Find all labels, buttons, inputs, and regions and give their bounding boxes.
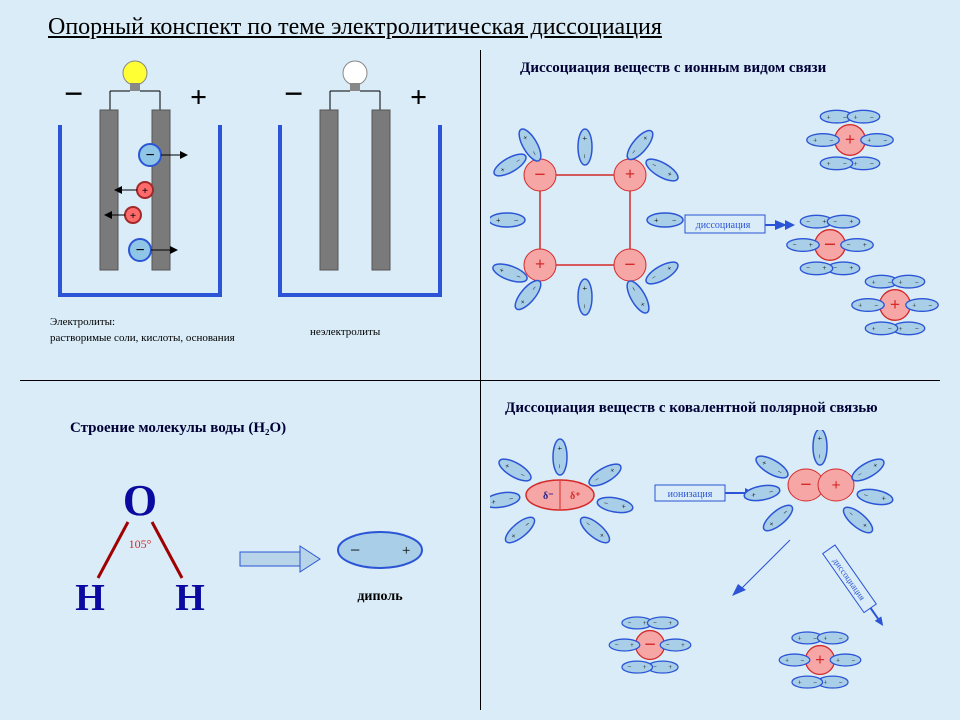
svg-text:+: + xyxy=(142,185,148,197)
svg-text:−: − xyxy=(64,76,83,113)
svg-text:ионизация: ионизация xyxy=(668,489,713,500)
svg-text:диполь: диполь xyxy=(357,589,403,604)
electrolytes-caption-1: Электролиты: xyxy=(50,316,115,328)
svg-text:−: − xyxy=(624,254,635,276)
ionic-title: Диссоциация веществ с ионным видом связи xyxy=(520,60,826,77)
electrolytes-caption-2: растворимые соли, кислоты, основания xyxy=(50,332,235,344)
svg-text:H: H xyxy=(175,577,205,619)
svg-text:−: − xyxy=(800,474,811,496)
svg-text:+: + xyxy=(625,164,635,184)
svg-text:δ⁻: δ⁻ xyxy=(543,491,553,502)
covalent-title: Диссоциация веществ с ковалентной полярн… xyxy=(505,400,878,417)
svg-text:O: O xyxy=(123,476,157,525)
divider-horizontal xyxy=(20,380,940,381)
svg-text:диссоциация: диссоциация xyxy=(831,556,867,602)
page-title: Опорный конспект по теме электролитическ… xyxy=(48,14,662,41)
svg-text:−: − xyxy=(534,164,545,186)
electrolysis-diagram: − + − + + − − + xyxy=(40,55,470,335)
svg-text:−: − xyxy=(350,540,360,560)
nonelectrolytes-caption: неэлектролиты xyxy=(310,326,380,338)
water-title: Строение молекулы воды (H₂O) xyxy=(70,420,286,437)
svg-text:+: + xyxy=(410,81,427,114)
water-molecule-diagram: O H H 105° − + диполь xyxy=(50,460,450,680)
svg-text:105°: 105° xyxy=(129,537,152,551)
svg-text:+: + xyxy=(831,477,840,494)
covalent-diagram: δ⁻ δ⁺ ионизация − + диссоциация xyxy=(490,430,950,715)
ionic-diagram: + − + − − + + − xyxy=(490,85,945,375)
svg-text:δ⁺: δ⁺ xyxy=(570,491,580,502)
svg-text:−: − xyxy=(284,76,303,113)
svg-text:+: + xyxy=(402,543,410,559)
svg-text:−: − xyxy=(135,242,144,259)
svg-text:+: + xyxy=(130,210,136,222)
svg-text:диссоциация: диссоциация xyxy=(696,220,751,231)
svg-text:+: + xyxy=(535,254,545,274)
svg-text:+: + xyxy=(190,81,207,114)
svg-text:H: H xyxy=(75,577,105,619)
svg-text:−: − xyxy=(145,147,154,164)
